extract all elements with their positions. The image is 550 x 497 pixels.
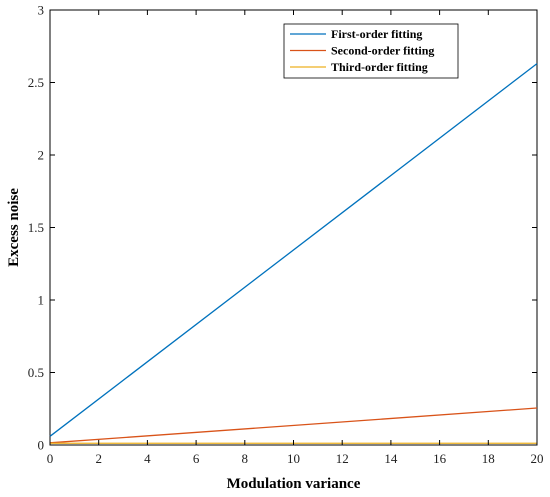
- x-tick-label: 4: [144, 451, 151, 466]
- legend-label-3: Third-order fitting: [331, 60, 428, 74]
- y-tick-label: 1: [38, 293, 45, 308]
- x-tick-label: 0: [47, 451, 54, 466]
- y-axis-label: Excess noise: [6, 188, 22, 267]
- x-tick-label: 12: [336, 451, 349, 466]
- x-tick-label: 20: [531, 451, 544, 466]
- x-tick-label: 10: [287, 451, 300, 466]
- y-tick-label: 2: [38, 148, 45, 163]
- y-tick-label: 2.5: [28, 75, 44, 90]
- y-tick-label: 3: [38, 3, 45, 18]
- tick-layer: 0 2 4 6 8 10 12 14 16 18 20 0 0.5 1 1.5 2 2.5 3: [28, 3, 544, 467]
- legend-label-2: Second-order fitting: [331, 44, 434, 58]
- legend-label-1: First-order fitting: [331, 27, 422, 41]
- x-tick-label: 8: [242, 451, 249, 466]
- y-tick-label: 1.5: [28, 220, 44, 235]
- plot-area: [49, 9, 538, 446]
- x-axis-label: Modulation variance: [227, 476, 361, 492]
- y-tick-label: 0: [38, 438, 45, 453]
- x-tick-label: 14: [384, 451, 398, 466]
- x-tick-label: 2: [95, 451, 102, 466]
- legend: First-order fitting Second-order fitting T…: [283, 23, 459, 79]
- x-tick-label: 16: [433, 451, 447, 466]
- y-tick-label: 0.5: [28, 365, 44, 380]
- series-line-2: [49, 407, 538, 444]
- series-line-1: [49, 63, 538, 437]
- x-tick-label: 18: [482, 451, 495, 466]
- x-tick-label: 6: [193, 451, 200, 466]
